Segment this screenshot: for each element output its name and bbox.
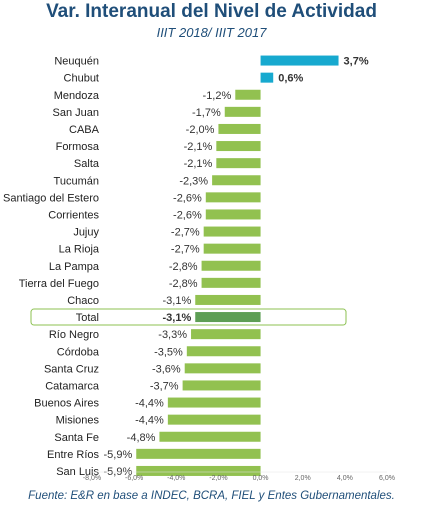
- category-label: San Juan: [53, 107, 99, 119]
- bar: [203, 243, 261, 254]
- value-label: -3,1%: [163, 295, 192, 307]
- value-label: -2,8%: [169, 261, 198, 273]
- bar: [260, 72, 274, 83]
- bar: [224, 106, 261, 117]
- bar: [191, 329, 261, 340]
- category-label: Córdoba: [57, 346, 100, 358]
- value-label: -3,7%: [150, 380, 179, 392]
- value-label: 3,7%: [344, 56, 369, 68]
- x-tick-label: 6,0%: [379, 475, 395, 482]
- category-label: Santa Fe: [54, 432, 99, 444]
- value-label: -2,7%: [171, 227, 200, 239]
- x-tick-label: 0,0%: [253, 475, 269, 482]
- bar: [216, 158, 261, 169]
- bar: [260, 55, 339, 66]
- value-label: -2,6%: [173, 192, 202, 204]
- category-label: Santa Cruz: [44, 363, 99, 375]
- value-label: -2,7%: [171, 244, 200, 256]
- value-label: -3,5%: [154, 346, 183, 358]
- bar: [167, 414, 261, 425]
- category-label: Misiones: [56, 415, 100, 427]
- value-label: -5,9%: [104, 449, 133, 461]
- value-label: -1,7%: [192, 107, 221, 119]
- bar: [205, 209, 261, 220]
- x-tick-label: -4,0%: [167, 475, 185, 482]
- category-label: Chubut: [64, 73, 99, 85]
- value-label: -3,3%: [158, 329, 187, 341]
- bar: [216, 141, 261, 152]
- value-label: 0,6%: [278, 73, 303, 85]
- x-axis: -8,0% -6,0% -4,0% -2,0% 0,0% 2,0% 4,0% 6,0%: [83, 471, 395, 482]
- category-label: Salta: [74, 158, 100, 170]
- value-label: -2,8%: [169, 278, 198, 290]
- bar: [201, 277, 261, 288]
- category-label: Tierra del Fuego: [19, 278, 99, 290]
- category-label: Neuquén: [54, 56, 99, 68]
- category-label: Buenos Aires: [34, 398, 99, 410]
- x-tick-label: -2,0%: [209, 475, 227, 482]
- total-highlight-frame: [30, 308, 347, 326]
- source-note: Fuente: E&R en base a INDEC, BCRA, FIEL …: [28, 490, 395, 502]
- category-label: Chaco: [67, 295, 99, 307]
- category-label: La Pampa: [49, 261, 100, 273]
- chart-subtitle: IIIT 2018/ IIIT 2017: [156, 25, 267, 40]
- bar: [212, 175, 261, 186]
- value-label: -3,1%: [163, 312, 192, 324]
- chart-title: Var. Interanual del Nivel de Actividad: [46, 1, 377, 22]
- category-label: Catamarca: [45, 380, 100, 392]
- value-label: -4,8%: [127, 432, 156, 444]
- category-label: Mendoza: [54, 90, 100, 102]
- bar: [235, 89, 261, 100]
- category-label: La Rioja: [59, 244, 100, 256]
- bar: [186, 346, 261, 357]
- x-tick-label: 4,0%: [337, 475, 353, 482]
- x-tick-label: -6,0%: [125, 475, 143, 482]
- bar: [195, 312, 261, 323]
- bar: [136, 448, 261, 459]
- bars-layer: Neuquén 3,7% Chubut 0,6% Mendoza -1,2% San Jua…: [3, 55, 369, 478]
- category-label: Río Negro: [49, 329, 99, 341]
- category-label: CABA: [69, 124, 100, 136]
- bar: [205, 192, 261, 203]
- category-label: Formosa: [56, 141, 100, 153]
- bar: [201, 260, 261, 271]
- value-label: -2,6%: [173, 209, 202, 221]
- bar: [182, 380, 261, 391]
- x-tick-label: 2,0%: [295, 475, 311, 482]
- bar: [195, 294, 261, 305]
- bar: [184, 363, 261, 374]
- bar: [136, 465, 261, 476]
- category-label: San Luis: [56, 466, 99, 478]
- category-label: Corrientes: [48, 209, 99, 221]
- value-label: -2,1%: [184, 141, 213, 153]
- value-label: -3,6%: [152, 363, 181, 375]
- category-label: Entre Ríos: [47, 449, 99, 461]
- value-label: -1,2%: [203, 90, 232, 102]
- category-label: Tucumán: [54, 175, 99, 187]
- value-label: -2,1%: [184, 158, 213, 170]
- highlight-layer: [30, 308, 347, 326]
- category-label: Santiago del Estero: [3, 192, 99, 204]
- value-label: -4,4%: [135, 415, 164, 427]
- value-label: -2,0%: [186, 124, 215, 136]
- value-label: -4,4%: [135, 398, 164, 410]
- bar: [167, 397, 261, 408]
- category-label: Total: [76, 312, 99, 324]
- bar: [218, 123, 261, 134]
- x-tick-label: -8,0%: [83, 475, 101, 482]
- category-label: Jujuy: [73, 227, 99, 239]
- bar: [159, 431, 261, 442]
- bar: [203, 226, 261, 237]
- value-label: -2,3%: [179, 175, 208, 187]
